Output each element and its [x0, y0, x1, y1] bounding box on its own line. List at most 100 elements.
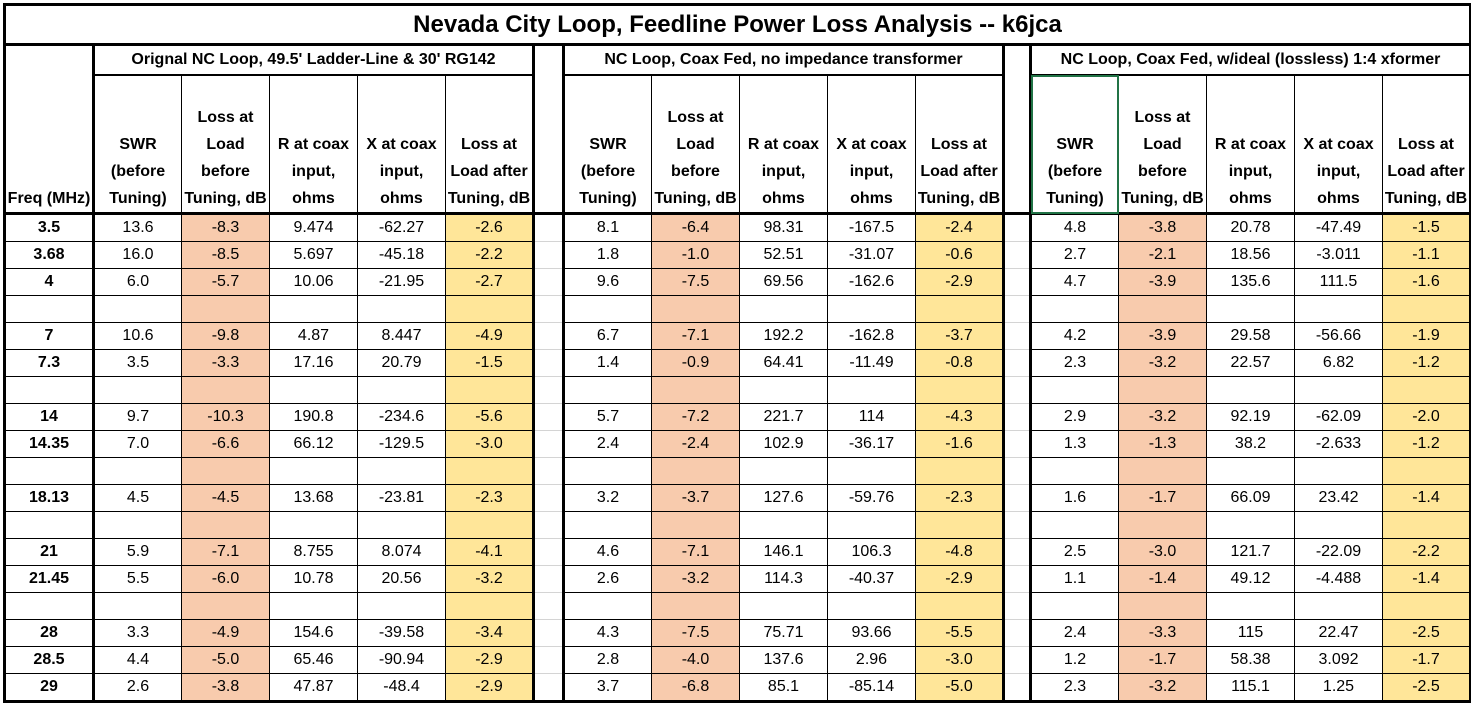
x-coax-cell[interactable]: -48.4 [357, 673, 446, 703]
x-coax-cell[interactable]: 20.79 [357, 349, 446, 377]
swr-cell[interactable]: 7.0 [92, 430, 182, 458]
loss-after-cell[interactable]: -2.2 [1382, 538, 1471, 566]
swr-cell[interactable]: 1.3 [1029, 430, 1119, 458]
loss-before-cell[interactable]: -3.2 [651, 565, 740, 593]
loss-before-cell[interactable]: -5.0 [181, 646, 270, 674]
header-r-coax[interactable]: R at coax input, ohms [269, 74, 358, 215]
x-coax-cell[interactable] [1294, 457, 1383, 485]
x-coax-cell[interactable] [827, 511, 916, 539]
r-coax-cell[interactable] [739, 295, 828, 323]
loss-before-cell[interactable]: -1.4 [1118, 565, 1207, 593]
x-coax-cell[interactable]: 23.42 [1294, 484, 1383, 512]
loss-after-cell[interactable] [915, 376, 1005, 404]
loss-after-cell[interactable]: -2.9 [445, 646, 535, 674]
r-coax-cell[interactable]: 8.755 [269, 538, 358, 566]
x-coax-cell[interactable]: -36.17 [827, 430, 916, 458]
freq-cell[interactable] [3, 457, 95, 485]
r-coax-cell[interactable] [739, 376, 828, 404]
loss-before-cell[interactable]: -3.0 [1118, 538, 1207, 566]
header-loss-after[interactable]: Loss at Load after Tuning, dB [1382, 74, 1471, 215]
loss-after-cell[interactable]: -1.1 [1382, 241, 1471, 269]
swr-cell[interactable] [562, 592, 652, 620]
x-coax-cell[interactable]: -167.5 [827, 213, 916, 242]
x-coax-cell[interactable]: 6.82 [1294, 349, 1383, 377]
swr-cell[interactable]: 2.9 [1029, 403, 1119, 431]
swr-cell[interactable]: 1.6 [1029, 484, 1119, 512]
group-header-3[interactable]: NC Loop, Coax Fed, w/ideal (lossless) 1:… [1029, 43, 1471, 76]
x-coax-cell[interactable]: -56.66 [1294, 322, 1383, 350]
loss-after-cell[interactable]: -1.5 [445, 349, 535, 377]
loss-after-cell[interactable]: -1.9 [1382, 322, 1471, 350]
swr-cell[interactable] [1029, 295, 1119, 323]
loss-after-cell[interactable]: -1.6 [915, 430, 1005, 458]
loss-after-cell[interactable]: -0.8 [915, 349, 1005, 377]
r-coax-cell[interactable]: 66.12 [269, 430, 358, 458]
r-coax-cell[interactable]: 192.2 [739, 322, 828, 350]
x-coax-cell[interactable]: -85.14 [827, 673, 916, 703]
swr-cell[interactable]: 9.6 [562, 268, 652, 296]
loss-after-cell[interactable]: -3.0 [445, 430, 535, 458]
r-coax-cell[interactable]: 9.474 [269, 213, 358, 242]
loss-before-cell[interactable]: -3.2 [1118, 673, 1207, 703]
r-coax-cell[interactable]: 58.38 [1206, 646, 1295, 674]
r-coax-cell[interactable]: 98.31 [739, 213, 828, 242]
swr-cell[interactable]: 10.6 [92, 322, 182, 350]
freq-cell[interactable] [3, 511, 95, 539]
x-coax-cell[interactable]: 2.96 [827, 646, 916, 674]
loss-before-cell[interactable]: -3.8 [1118, 213, 1207, 242]
swr-cell[interactable]: 1.2 [1029, 646, 1119, 674]
freq-header[interactable]: Freq (MHz) [3, 43, 95, 215]
loss-before-cell[interactable]: -1.0 [651, 241, 740, 269]
x-coax-cell[interactable]: -4.488 [1294, 565, 1383, 593]
swr-cell[interactable] [1029, 457, 1119, 485]
r-coax-cell[interactable]: 5.697 [269, 241, 358, 269]
loss-after-cell[interactable]: -2.4 [915, 213, 1005, 242]
sheet-title[interactable]: Nevada City Loop, Feedline Power Loss An… [3, 3, 1471, 46]
swr-cell[interactable]: 3.5 [92, 349, 182, 377]
swr-cell[interactable]: 2.6 [562, 565, 652, 593]
loss-before-cell[interactable]: -8.5 [181, 241, 270, 269]
header-swr[interactable]: SWR (before Tuning) [1029, 74, 1119, 215]
r-coax-cell[interactable]: 154.6 [269, 619, 358, 647]
loss-before-cell[interactable]: -4.9 [181, 619, 270, 647]
loss-before-cell[interactable] [1118, 376, 1207, 404]
freq-cell[interactable]: 29 [3, 673, 95, 703]
loss-after-cell[interactable] [915, 511, 1005, 539]
loss-after-cell[interactable]: -4.9 [445, 322, 535, 350]
swr-cell[interactable]: 8.1 [562, 213, 652, 242]
swr-cell[interactable]: 4.5 [92, 484, 182, 512]
header-r-coax[interactable]: R at coax input, ohms [1206, 74, 1295, 215]
x-coax-cell[interactable]: 8.074 [357, 538, 446, 566]
loss-before-cell[interactable]: -3.2 [1118, 403, 1207, 431]
freq-cell[interactable]: 14 [3, 403, 95, 431]
r-coax-cell[interactable]: 49.12 [1206, 565, 1295, 593]
x-coax-cell[interactable] [827, 592, 916, 620]
loss-before-cell[interactable]: -10.3 [181, 403, 270, 431]
loss-after-cell[interactable]: -1.6 [1382, 268, 1471, 296]
r-coax-cell[interactable]: 85.1 [739, 673, 828, 703]
x-coax-cell[interactable]: -31.07 [827, 241, 916, 269]
x-coax-cell[interactable] [1294, 511, 1383, 539]
x-coax-cell[interactable]: -62.09 [1294, 403, 1383, 431]
swr-cell[interactable]: 2.4 [1029, 619, 1119, 647]
x-coax-cell[interactable]: -234.6 [357, 403, 446, 431]
loss-before-cell[interactable]: -8.3 [181, 213, 270, 242]
loss-before-cell[interactable] [651, 457, 740, 485]
x-coax-cell[interactable]: -162.8 [827, 322, 916, 350]
swr-cell[interactable]: 1.8 [562, 241, 652, 269]
loss-before-cell[interactable] [181, 295, 270, 323]
loss-before-cell[interactable]: -7.1 [181, 538, 270, 566]
swr-cell[interactable]: 3.2 [562, 484, 652, 512]
x-coax-cell[interactable]: -129.5 [357, 430, 446, 458]
x-coax-cell[interactable] [357, 457, 446, 485]
x-coax-cell[interactable]: 106.3 [827, 538, 916, 566]
loss-after-cell[interactable] [1382, 511, 1471, 539]
loss-before-cell[interactable]: -1.3 [1118, 430, 1207, 458]
loss-after-cell[interactable]: -2.9 [445, 673, 535, 703]
x-coax-cell[interactable]: -40.37 [827, 565, 916, 593]
loss-before-cell[interactable] [1118, 592, 1207, 620]
swr-cell[interactable] [562, 511, 652, 539]
loss-after-cell[interactable] [1382, 376, 1471, 404]
x-coax-cell[interactable]: 114 [827, 403, 916, 431]
swr-cell[interactable]: 5.9 [92, 538, 182, 566]
